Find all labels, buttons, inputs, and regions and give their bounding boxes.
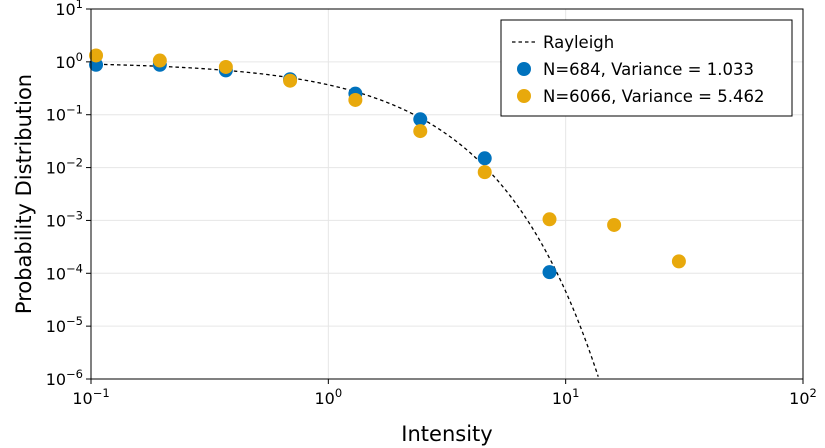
y-tick-label-2: 10−1 <box>46 103 83 125</box>
series-2-point-3 <box>283 73 298 88</box>
series-2-point-8 <box>607 217 622 232</box>
series-points <box>89 48 686 280</box>
axis-ticks <box>86 8 804 384</box>
x-tick-label-3: 102 <box>789 386 817 408</box>
y-tick-label-6: 10−5 <box>46 314 83 336</box>
series-2-point-5 <box>413 124 428 139</box>
series-2-point-4 <box>348 92 363 107</box>
x-tick-label-2: 101 <box>552 386 580 408</box>
plot-frame <box>90 8 804 380</box>
legend-swatch-n6066 <box>517 89 531 103</box>
y-axis-title: Probability Distribution <box>12 74 36 314</box>
series-1-point-6 <box>477 151 492 166</box>
legend-box <box>500 19 793 117</box>
series-2-point-7 <box>542 212 557 227</box>
legend: Rayleigh N=684, Variance = 1.033 N=6066,… <box>500 19 793 117</box>
series-1-point-5 <box>413 112 428 127</box>
legend-label-n684: N=684, Variance = 1.033 <box>543 60 754 79</box>
y-tick-label-7: 10−6 <box>46 367 83 389</box>
y-tick-label-1: 100 <box>55 50 83 72</box>
series-2-point-6 <box>477 165 492 180</box>
x-tick-labels: 10−1 100 101 102 <box>72 386 817 408</box>
rayleigh-curve <box>90 63 599 377</box>
y-tick-label-5: 10−4 <box>46 261 83 283</box>
x-tick-label-0: 10−1 <box>72 386 109 408</box>
legend-label-n6066: N=6066, Variance = 5.462 <box>543 87 764 106</box>
y-tick-label-0: 101 <box>55 0 83 19</box>
y-tick-label-4: 10−3 <box>46 208 83 230</box>
series-lines <box>90 63 599 377</box>
series-2-point-1 <box>152 53 167 68</box>
legend-swatch-n684 <box>517 62 531 76</box>
series-2-point-2 <box>218 59 233 74</box>
series-2-point-9 <box>671 254 686 269</box>
x-axis-title: Intensity <box>401 422 492 446</box>
y-tick-labels: 101 100 10−1 10−2 10−3 10−4 10−5 10−6 <box>46 0 83 389</box>
x-tick-label-1: 100 <box>314 386 342 408</box>
y-tick-label-3: 10−2 <box>46 156 83 178</box>
series-2-point-0 <box>89 48 104 63</box>
legend-label-rayleigh: Rayleigh <box>543 33 614 52</box>
series-1-point-7 <box>542 265 557 280</box>
